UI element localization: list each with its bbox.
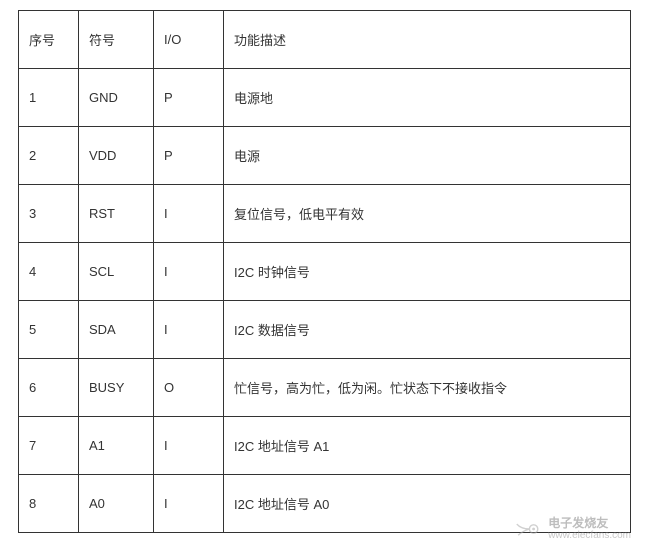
cell-seq: 4: [19, 243, 79, 301]
cell-desc: 复位信号，低电平有效: [224, 185, 631, 243]
cell-seq: 8: [19, 475, 79, 533]
watermark-text-block: 电子发烧友 www.elecfans.com: [548, 517, 631, 541]
cell-symbol: SDA: [79, 301, 154, 359]
cell-desc: 电源: [224, 127, 631, 185]
cell-seq: 2: [19, 127, 79, 185]
cell-symbol: RST: [79, 185, 154, 243]
cell-desc: I2C 数据信号: [224, 301, 631, 359]
cell-io: I: [154, 475, 224, 533]
cell-desc: 忙信号，高为忙，低为闲。忙状态下不接收指令: [224, 359, 631, 417]
table-row: 1 GND P 电源地: [19, 69, 631, 127]
cell-io: I: [154, 243, 224, 301]
cell-seq: 5: [19, 301, 79, 359]
table-row: 5 SDA I I2C 数据信号: [19, 301, 631, 359]
cell-symbol: A1: [79, 417, 154, 475]
table-row: 3 RST I 复位信号，低电平有效: [19, 185, 631, 243]
watermark-url-label: www.elecfans.com: [548, 530, 631, 541]
cell-symbol: SCL: [79, 243, 154, 301]
watermark: 电子发烧友 www.elecfans.com: [514, 517, 631, 541]
table-row: 6 BUSY O 忙信号，高为忙，低为闲。忙状态下不接收指令: [19, 359, 631, 417]
cell-symbol: A0: [79, 475, 154, 533]
cell-io: O: [154, 359, 224, 417]
table-body: 序号 符号 I/O 功能描述 1 GND P 电源地 2 VDD P 电源 3 …: [19, 11, 631, 533]
cell-io: I: [154, 417, 224, 475]
cell-desc: I2C 地址信号 A1: [224, 417, 631, 475]
elecfans-logo-icon: [514, 518, 542, 540]
cell-io: I: [154, 301, 224, 359]
cell-symbol: BUSY: [79, 359, 154, 417]
header-io: I/O: [154, 11, 224, 69]
cell-seq: 1: [19, 69, 79, 127]
cell-symbol: VDD: [79, 127, 154, 185]
table-row: 7 A1 I I2C 地址信号 A1: [19, 417, 631, 475]
table-row: 2 VDD P 电源: [19, 127, 631, 185]
header-symbol: 符号: [79, 11, 154, 69]
cell-desc: 电源地: [224, 69, 631, 127]
cell-seq: 7: [19, 417, 79, 475]
cell-io: P: [154, 69, 224, 127]
cell-seq: 3: [19, 185, 79, 243]
header-desc: 功能描述: [224, 11, 631, 69]
cell-io: P: [154, 127, 224, 185]
pin-definition-table: 序号 符号 I/O 功能描述 1 GND P 电源地 2 VDD P 电源 3 …: [18, 10, 631, 533]
table-row: 4 SCL I I2C 时钟信号: [19, 243, 631, 301]
cell-seq: 6: [19, 359, 79, 417]
table-header-row: 序号 符号 I/O 功能描述: [19, 11, 631, 69]
cell-desc: I2C 时钟信号: [224, 243, 631, 301]
watermark-cn-label: 电子发烧友: [548, 517, 631, 530]
cell-io: I: [154, 185, 224, 243]
cell-symbol: GND: [79, 69, 154, 127]
header-seq: 序号: [19, 11, 79, 69]
